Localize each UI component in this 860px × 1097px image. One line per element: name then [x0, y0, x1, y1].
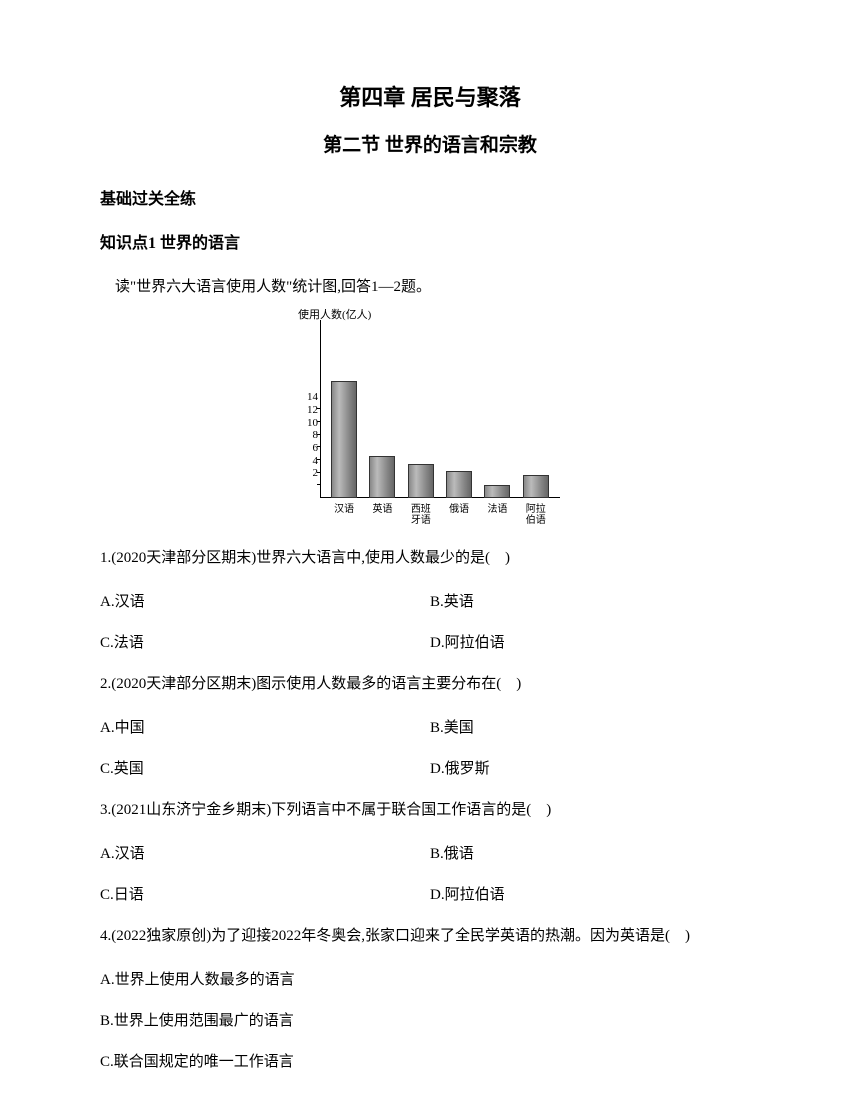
q4-option-a: A.世界上使用人数最多的语言 [100, 968, 760, 989]
question-2: 2.(2020天津部分区期末)图示使用人数最多的语言主要分布在( ) [100, 672, 760, 696]
bar [523, 475, 549, 498]
q2-option-c: C.英国 [100, 757, 430, 778]
q2-option-d: D.俄罗斯 [430, 757, 760, 778]
bar-group [404, 464, 438, 498]
chart-container: 使用人数(亿人) 2 4 6 8 10 12 14 汉语英语西班牙语俄语法语阿拉… [100, 308, 760, 528]
bar [484, 485, 510, 498]
intro-text: 读"世界六大语言使用人数"统计图,回答1—2题。 [100, 275, 760, 296]
x-label: 法语 [480, 504, 514, 526]
x-labels: 汉语英语西班牙语俄语法语阿拉伯语 [320, 504, 560, 526]
q3-options-row1: A.汉语 B.俄语 [100, 842, 760, 863]
q1-option-a: A.汉语 [100, 590, 430, 611]
x-label: 阿拉伯语 [519, 504, 553, 526]
bar-group [480, 485, 514, 498]
question-3: 3.(2021山东济宁金乡期末)下列语言中不属于联合国工作语言的是( ) [100, 798, 760, 822]
heading-knowledge: 知识点1 世界的语言 [100, 229, 760, 253]
y-tick: 2 [302, 467, 318, 479]
q1-options-row1: A.汉语 B.英语 [100, 590, 760, 611]
chapter-title: 第四章 居民与聚落 [100, 80, 760, 112]
q3-option-a: A.汉语 [100, 842, 430, 863]
bar [408, 464, 434, 498]
bar [331, 381, 357, 498]
q1-option-b: B.英语 [430, 590, 760, 611]
q1-options-row2: C.法语 D.阿拉伯语 [100, 631, 760, 652]
question-4: 4.(2022独家原创)为了迎接2022年冬奥会,张家口迎来了全民学英语的热潮。… [100, 924, 760, 948]
language-bar-chart: 使用人数(亿人) 2 4 6 8 10 12 14 汉语英语西班牙语俄语法语阿拉… [290, 308, 570, 528]
q2-option-b: B.美国 [430, 716, 760, 737]
q3-option-b: B.俄语 [430, 842, 760, 863]
bar [369, 456, 395, 498]
x-label: 西班牙语 [404, 504, 438, 526]
bar-group [365, 456, 399, 498]
q4-option-c: C.联合国规定的唯一工作语言 [100, 1050, 760, 1071]
y-tick: 14 [302, 391, 318, 403]
y-tick: 12 [302, 404, 318, 416]
bar-group [327, 381, 361, 498]
q4-option-b: B.世界上使用范围最广的语言 [100, 1009, 760, 1030]
x-label: 英语 [365, 504, 399, 526]
y-tick: 8 [302, 429, 318, 441]
bar [446, 471, 472, 498]
x-label: 俄语 [442, 504, 476, 526]
bar-group [442, 471, 476, 498]
bar-group [519, 475, 553, 498]
y-tick: 4 [302, 455, 318, 467]
section-title: 第二节 世界的语言和宗教 [100, 130, 760, 157]
q1-option-d: D.阿拉伯语 [430, 631, 760, 652]
q1-option-c: C.法语 [100, 631, 430, 652]
q2-options-row2: C.英国 D.俄罗斯 [100, 757, 760, 778]
q3-option-d: D.阿拉伯语 [430, 883, 760, 904]
x-label: 汉语 [327, 504, 361, 526]
q3-option-c: C.日语 [100, 883, 430, 904]
q2-options-row1: A.中国 B.美国 [100, 716, 760, 737]
q2-option-a: A.中国 [100, 716, 430, 737]
question-1: 1.(2020天津部分区期末)世界六大语言中,使用人数最少的是( ) [100, 546, 760, 570]
heading-practice: 基础过关全练 [100, 185, 760, 209]
q3-options-row2: C.日语 D.阿拉伯语 [100, 883, 760, 904]
bars-area [320, 320, 560, 498]
y-tick: 6 [302, 442, 318, 454]
y-tick: 10 [302, 417, 318, 429]
